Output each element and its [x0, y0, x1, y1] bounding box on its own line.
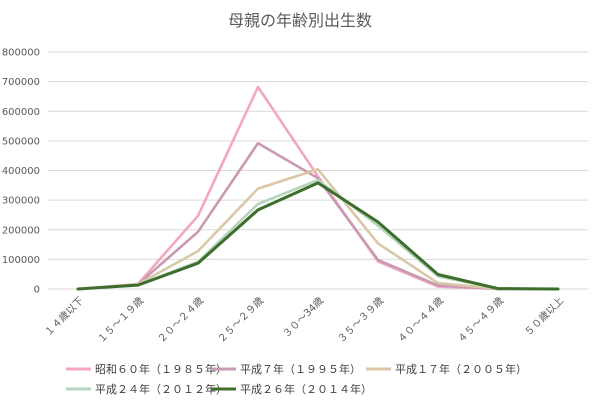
y-tick-label: 600000	[2, 107, 40, 118]
series-line	[76, 181, 560, 291]
legend: 昭和６０年（１９８５年） 平成７年（１９９５年） 平成１７年（２００５年） 平成２４年…	[66, 362, 527, 396]
x-axis-ticks: １４歳以下 １５～１９歳 ２０～２４歳 ２５～２９歳 ３０～34歳 ３５～３９歳 ４０～４４…	[42, 295, 566, 346]
x-tick-label: １５～１９歳	[95, 295, 146, 346]
chart-title: 母親の年齢別出生数	[228, 11, 372, 30]
legend-label: 平成１７年（２００５年）	[395, 362, 527, 376]
series-line	[76, 141, 560, 291]
x-tick-label: ５０歳以上	[522, 295, 566, 339]
legend-label: 昭和６０年（１９８５年）	[95, 362, 227, 376]
legend-label: 平成２６年（２０１４年）	[240, 382, 372, 396]
y-tick-label: 500000	[2, 136, 40, 147]
y-tick-label: 100000	[2, 255, 40, 266]
x-tick-label: １４歳以下	[42, 295, 86, 339]
y-tick-label: 0	[34, 285, 40, 296]
series-line	[76, 168, 560, 291]
y-tick-label: 400000	[2, 166, 40, 177]
series-lines	[76, 85, 560, 291]
legend-label: 平成２４年（２０１２年）	[95, 382, 227, 396]
series-line	[76, 85, 560, 291]
x-tick-label: ３５～３９歳	[335, 295, 386, 346]
y-tick-label: 700000	[2, 77, 40, 88]
y-tick-label: 300000	[2, 196, 40, 207]
y-tick-label: 800000	[2, 48, 40, 59]
x-tick-label: ３０～34歳	[280, 295, 326, 341]
x-tick-label: ２０～２４歳	[155, 295, 206, 346]
x-tick-label: ４０～４４歳	[395, 295, 446, 346]
x-tick-label: ４５～４９歳	[455, 295, 506, 346]
y-axis-ticks: 0 100000 200000 300000 400000 500000 600000 700…	[2, 48, 40, 296]
y-tick-label: 200000	[2, 225, 40, 236]
legend-label: 平成７年（１９９５年）	[240, 362, 361, 376]
x-tick-label: ２５～２９歳	[215, 295, 266, 346]
